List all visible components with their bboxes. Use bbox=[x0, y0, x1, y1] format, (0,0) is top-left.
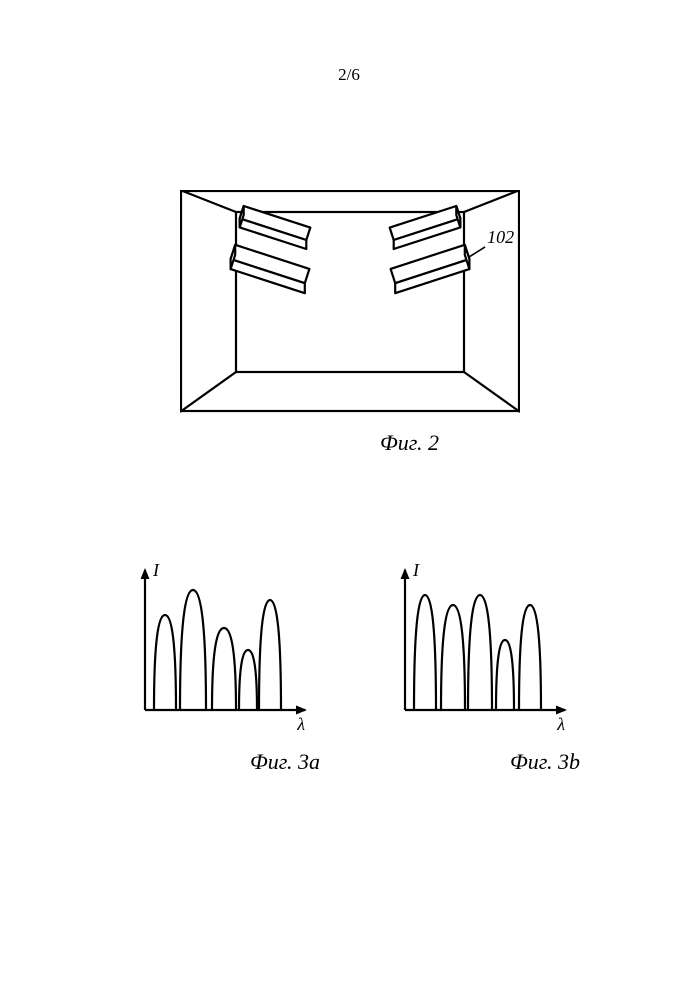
axis-label-x: λ bbox=[296, 714, 305, 734]
figure-2-caption: Фиг. 2 bbox=[380, 430, 439, 456]
figure-3a-svg: Iλ bbox=[120, 560, 330, 740]
page-number: 2/6 bbox=[0, 65, 698, 85]
figure-3b-svg: Iλ bbox=[380, 560, 590, 740]
axis-label-y: I bbox=[152, 560, 160, 580]
axis-label-x: λ bbox=[556, 714, 565, 734]
figure-2: 102 bbox=[180, 190, 520, 425]
figure-3b: Iλ Фиг. 3b bbox=[380, 560, 590, 775]
figure-3b-caption: Фиг. 3b bbox=[380, 749, 590, 775]
axis-label-y: I bbox=[412, 560, 420, 580]
figure-3a: Iλ Фиг. 3a bbox=[120, 560, 330, 775]
figure-2-svg: 102 bbox=[180, 190, 520, 420]
figure-2-callout: 102 bbox=[487, 227, 514, 247]
figure-3a-caption: Фиг. 3a bbox=[120, 749, 330, 775]
